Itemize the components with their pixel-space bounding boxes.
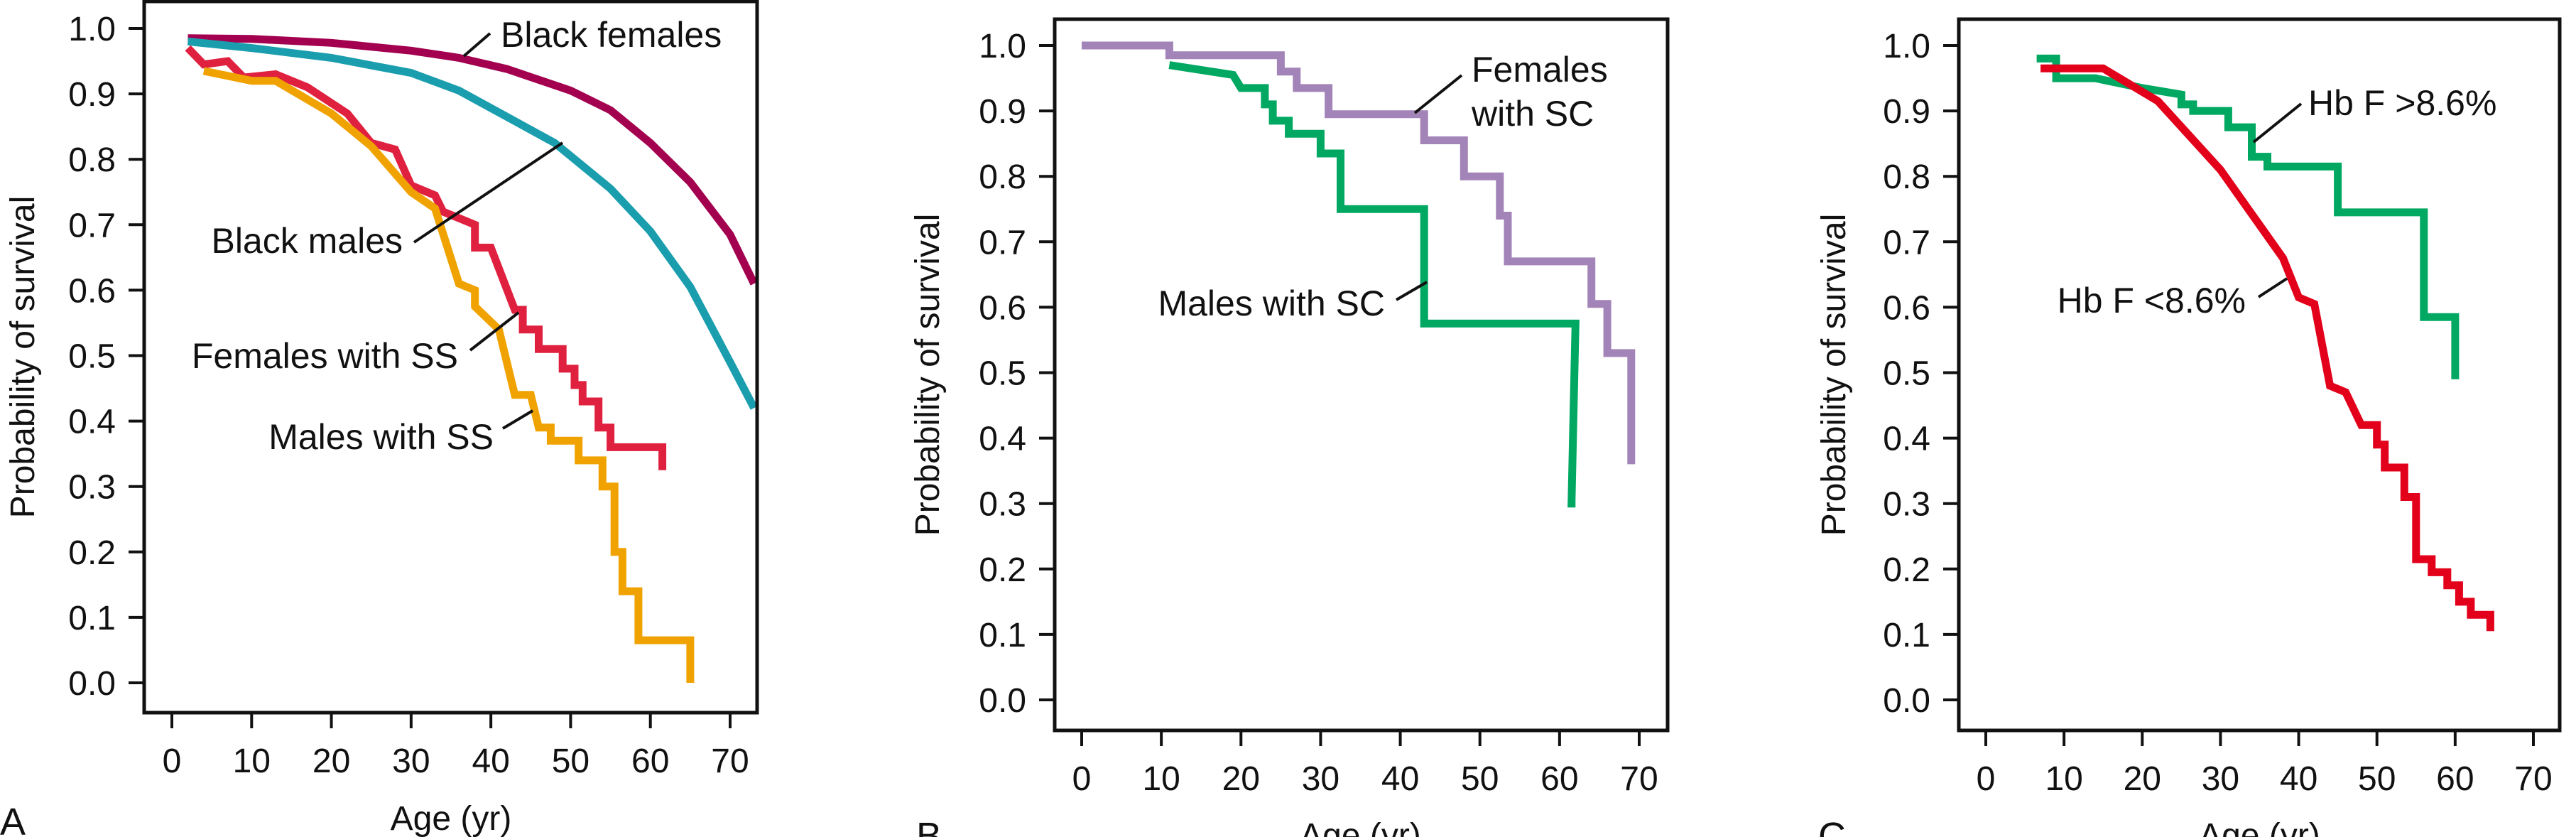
y-tick-label: 0.0 (979, 682, 1026, 720)
x-tick-label: 10 (233, 742, 271, 780)
y-tick-label: 0.1 (68, 600, 116, 637)
series-label-line: with SC (1471, 94, 1594, 134)
x-tick-label: 40 (2280, 760, 2317, 798)
series-line-males-with-ss (202, 67, 695, 683)
series-line-males-with-sc (1168, 61, 1580, 508)
x-tick-label: 70 (711, 742, 749, 780)
y-axis-label: Probability of survival (1815, 214, 1853, 536)
x-axis-label: Age (yr) (1300, 817, 1421, 837)
x-tick-label: 30 (392, 742, 430, 780)
series-label-females-with-sc: Females with SC (1471, 50, 1608, 134)
y-tick-label: 0.5 (68, 338, 116, 376)
x-tick-label: 40 (472, 742, 509, 780)
x-tick-label: 0 (1072, 760, 1092, 798)
y-tick-label: 0.9 (68, 76, 116, 114)
y-tick-label: 0.2 (1883, 551, 1930, 589)
y-tick-label: 0.5 (979, 355, 1026, 393)
leader-line-hb-f-8-6 (2252, 102, 2303, 144)
series-line-hb-f-8-6 (2040, 64, 2494, 632)
y-tick-label: 0.4 (979, 421, 1026, 458)
x-axis-label: Age (yr) (391, 800, 512, 837)
leader-line-black-females (462, 32, 491, 58)
y-axis-label: Probability of survival (909, 214, 947, 536)
x-tick-label: 60 (631, 742, 669, 780)
leader-line-females-with-ss (469, 311, 520, 352)
x-tick-label: 40 (1381, 760, 1419, 798)
series-line-hb-f-8-6 (2036, 54, 2460, 379)
y-tick-label: 0.0 (68, 665, 116, 703)
x-tick-label: 0 (1977, 760, 1996, 798)
x-tick-label: 50 (552, 742, 589, 780)
y-tick-label: 0.9 (1883, 93, 1930, 131)
y-tick-label: 0.8 (68, 141, 116, 179)
plot-frame (1957, 17, 2562, 733)
series-label-males-with-sc: Males with SC (1158, 284, 1385, 323)
x-tick-label: 10 (1142, 760, 1180, 798)
series-line-black-males (187, 37, 758, 410)
y-tick-label: 0.7 (979, 224, 1026, 261)
series-label-black-males: Black males (211, 221, 403, 261)
y-tick-label: 0.3 (979, 486, 1026, 524)
x-tick-label: 70 (2514, 760, 2552, 798)
series-label-black-females: Black females (501, 15, 722, 55)
y-tick-label: 0.9 (979, 93, 1026, 131)
y-tick-label: 0.7 (1883, 224, 1930, 261)
leader-line-hb-f-8-6 (2257, 277, 2288, 298)
series-line-black-females (188, 34, 758, 286)
panel-letter: C (1818, 815, 1846, 837)
panel-letter: B (916, 815, 942, 837)
y-tick-label: 0.6 (68, 272, 116, 310)
plot-frame (1053, 17, 1670, 733)
y-tick-label: 0.2 (68, 534, 116, 572)
x-tick-label: 60 (2436, 760, 2474, 798)
y-tick-label: 0.1 (979, 617, 1026, 654)
series-label-hb-f-8-6: Hb F >8.6% (2308, 83, 2496, 123)
panel-b: 0.0 0.1 0.2 0.3 0.4 0.5 0.6 0.7 0.8 0.9 1.0 0 10 20 30… (909, 17, 1670, 837)
y-tick-label: 1.0 (979, 28, 1026, 65)
x-tick-label: 50 (2358, 760, 2396, 798)
series-line-females-with-ss (185, 45, 667, 470)
y-tick-label: 0.2 (979, 551, 1026, 589)
y-tick-label: 1.0 (68, 11, 116, 48)
y-tick-label: 0.6 (1883, 289, 1930, 327)
y-tick-label: 0.1 (1883, 617, 1930, 654)
x-tick-label: 20 (1222, 760, 1260, 798)
x-tick-label: 60 (1540, 760, 1578, 798)
y-axis-label: Probability of survival (4, 196, 42, 519)
x-tick-label: 50 (1461, 760, 1499, 798)
y-tick-label: 0.8 (1883, 158, 1930, 196)
y-tick-label: 0.3 (68, 469, 116, 507)
series-label-line: Females (1472, 50, 1608, 90)
x-tick-label: 0 (163, 742, 182, 780)
x-tick-label: 10 (2045, 760, 2082, 798)
leader-line-males-with-sc (1395, 281, 1428, 301)
y-tick-label: 0.0 (1883, 682, 1930, 720)
x-tick-label: 20 (313, 742, 350, 780)
series-label-males-with-ss: Males with SS (268, 417, 494, 457)
x-tick-label: 30 (1302, 760, 1339, 798)
panel-a: 0.0 0.1 0.2 0.3 0.4 0.5 0.6 0.7 0.8 0.9 1.0 0 10 20 30… (0, 0, 759, 837)
x-axis-label: Age (yr) (2199, 817, 2320, 837)
series-label-hb-f-8-6: Hb F <8.6% (2058, 281, 2246, 320)
leader-line-females-with-sc (1413, 74, 1463, 114)
panel-letter: A (0, 801, 26, 837)
x-tick-label: 70 (1620, 760, 1658, 798)
y-tick-label: 0.5 (1883, 355, 1930, 393)
y-tick-label: 0.8 (979, 158, 1026, 196)
panel-c: 0.0 0.1 0.2 0.3 0.4 0.5 0.6 0.7 0.8 0.9 1.0 0 10 20 30… (1815, 17, 2562, 837)
leader-line-black-males (413, 141, 564, 244)
y-tick-label: 1.0 (1883, 28, 1930, 65)
leader-line-males-with-ss (501, 409, 534, 430)
y-tick-label: 0.7 (68, 207, 116, 244)
series-label-females-with-ss: Females with SS (192, 336, 458, 376)
y-tick-label: 0.6 (979, 289, 1026, 327)
y-tick-label: 0.4 (68, 404, 116, 441)
y-tick-label: 0.3 (1883, 486, 1930, 524)
series-line-females-with-sc (1082, 41, 1636, 465)
x-tick-label: 30 (2202, 760, 2239, 798)
y-tick-label: 0.4 (1883, 421, 1930, 458)
x-tick-label: 20 (2124, 760, 2161, 798)
